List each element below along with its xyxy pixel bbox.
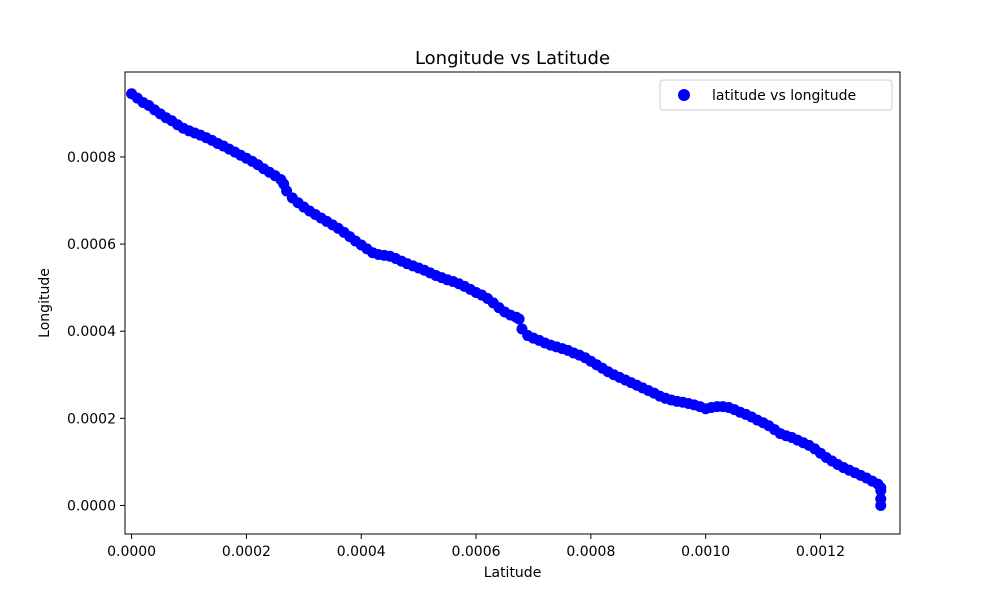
y-tick-label: 0.0006 xyxy=(67,237,116,253)
y-axis-ticks: 0.0000 0.0002 0.0004 0.0006 0.0008 xyxy=(67,150,125,514)
x-tick-label: 0.0006 xyxy=(452,544,501,560)
data-points xyxy=(126,88,887,511)
x-tick-label: 0.0010 xyxy=(681,544,730,560)
y-tick-label: 0.0000 xyxy=(67,498,116,514)
x-axis-ticks: 0.0000 0.0002 0.0004 0.0006 0.0008 0.0010 0.00… xyxy=(107,534,845,560)
plot-frame xyxy=(124,71,901,535)
x-tick-label: 0.0008 xyxy=(566,544,615,560)
legend-marker xyxy=(678,89,690,101)
x-axis-label: Latitude xyxy=(484,565,542,581)
y-tick-label: 0.0008 xyxy=(67,150,116,166)
data-point xyxy=(875,485,887,497)
legend-label: latitude vs longitude xyxy=(712,88,856,104)
y-tick-label: 0.0002 xyxy=(67,411,116,427)
data-point xyxy=(513,313,525,325)
y-tick-label: 0.0004 xyxy=(67,324,116,340)
legend: latitude vs longitude xyxy=(659,79,893,111)
x-tick-label: 0.0004 xyxy=(337,544,386,560)
x-tick-label: 0.0002 xyxy=(222,544,271,560)
y-axis-label: Longitude xyxy=(37,268,53,338)
legend-box xyxy=(659,79,893,111)
x-tick-label: 0.0000 xyxy=(107,544,156,560)
data-point xyxy=(875,499,887,511)
x-tick-label: 0.0012 xyxy=(796,544,845,560)
chart-title: Longitude vs Latitude xyxy=(415,48,610,69)
